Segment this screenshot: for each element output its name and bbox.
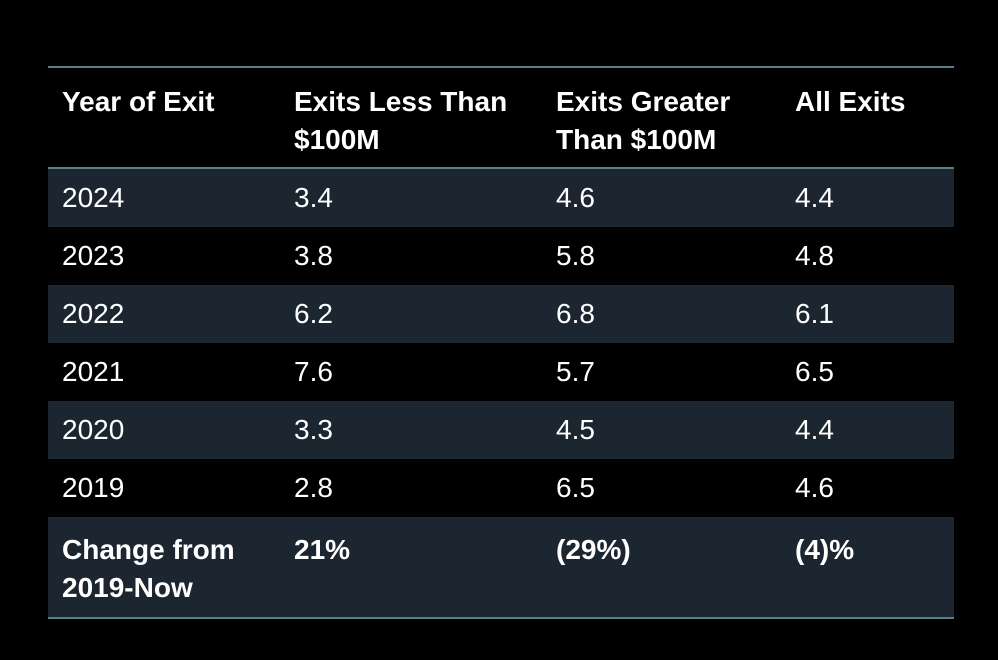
change-label-line: 2019-Now	[62, 572, 193, 603]
header-line: Exits Greater	[556, 86, 731, 117]
change-label-cell: Change from 2019-Now	[48, 531, 292, 607]
year-cell: 2022	[62, 298, 125, 329]
table-row: 2020 3.3 4.5 4.4	[48, 401, 954, 459]
table-row: 2024 3.4 4.6 4.4	[48, 169, 954, 227]
table-header-row: Year of Exit Exits Less Than $100M Exits…	[48, 68, 954, 169]
table-row: 2021 7.6 5.7 6.5	[48, 343, 954, 401]
header-all-exits: All Exits	[793, 83, 954, 121]
header-line: Exits Less Than	[294, 86, 508, 117]
header-line: $100M	[294, 124, 380, 155]
greater-than-100m-cell: 6.8	[556, 298, 595, 329]
year-cell: 2024	[62, 182, 125, 213]
header-year-of-exit: Year of Exit	[48, 83, 292, 121]
header-line: All Exits	[795, 86, 906, 117]
all-exits-cell: 6.5	[795, 356, 834, 387]
greater-than-100m-cell: 5.7	[556, 356, 595, 387]
header-exits-greater-than-100m: Exits Greater Than $100M	[554, 83, 793, 159]
header-exits-less-than-100m: Exits Less Than $100M	[292, 83, 554, 159]
year-cell: 2023	[62, 240, 125, 271]
greater-than-100m-cell: 4.6	[556, 182, 595, 213]
change-all-exits-cell: (4)%	[795, 534, 855, 565]
less-than-100m-cell: 3.3	[294, 414, 333, 445]
all-exits-cell: 4.8	[795, 240, 834, 271]
less-than-100m-cell: 3.8	[294, 240, 333, 271]
table-row: 2019 2.8 6.5 4.6	[48, 459, 954, 517]
change-greater-than-100m-cell: (29%)	[556, 534, 631, 565]
less-than-100m-cell: 3.4	[294, 182, 333, 213]
table-row: 2023 3.8 5.8 4.8	[48, 227, 954, 285]
greater-than-100m-cell: 4.5	[556, 414, 595, 445]
all-exits-cell: 4.6	[795, 472, 834, 503]
all-exits-cell: 4.4	[795, 182, 834, 213]
table-footer-row: Change from 2019-Now 21% (29%) (4)%	[48, 517, 954, 617]
less-than-100m-cell: 7.6	[294, 356, 333, 387]
all-exits-cell: 4.4	[795, 414, 834, 445]
year-cell: 2020	[62, 414, 125, 445]
header-line: Year of Exit	[62, 86, 215, 117]
greater-than-100m-cell: 5.8	[556, 240, 595, 271]
greater-than-100m-cell: 6.5	[556, 472, 595, 503]
less-than-100m-cell: 2.8	[294, 472, 333, 503]
change-label-line: Change from	[62, 534, 235, 565]
less-than-100m-cell: 6.2	[294, 298, 333, 329]
year-cell: 2021	[62, 356, 125, 387]
all-exits-cell: 6.1	[795, 298, 834, 329]
year-cell: 2019	[62, 472, 125, 503]
change-less-than-100m-cell: 21%	[294, 534, 351, 565]
table-row: 2022 6.2 6.8 6.1	[48, 285, 954, 343]
data-table: Year of Exit Exits Less Than $100M Exits…	[48, 66, 954, 619]
header-line: Than $100M	[556, 124, 717, 155]
